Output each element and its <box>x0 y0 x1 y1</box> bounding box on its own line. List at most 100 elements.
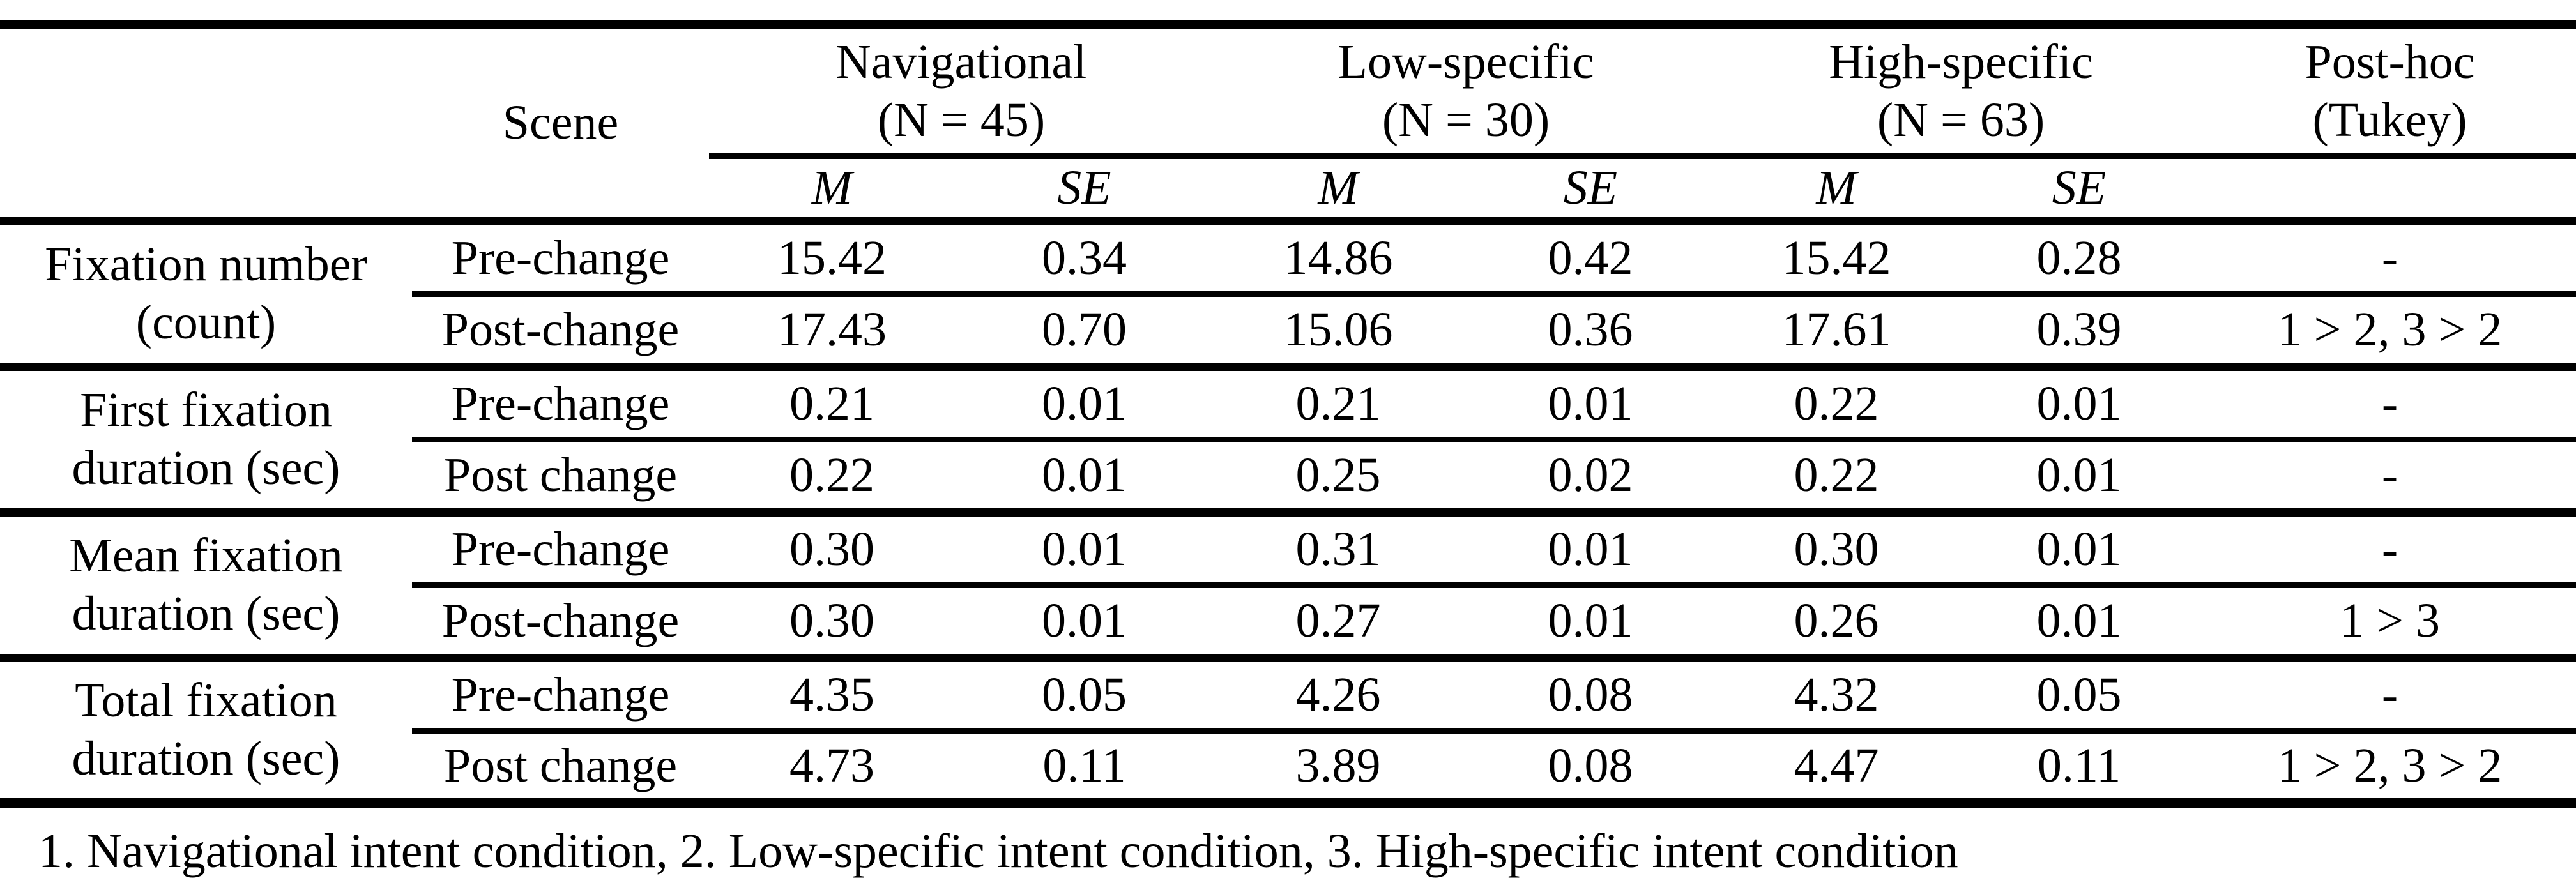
value-cell: 0.70 <box>955 294 1214 371</box>
table-row: Post change 0.22 0.01 0.25 0.02 0.22 0.0… <box>0 439 2576 517</box>
mean-header: M <box>1718 156 1955 225</box>
value-cell: 3.89 <box>1214 730 1463 809</box>
value-cell: 15.42 <box>709 221 955 297</box>
measure-label: Fixation number (count) <box>0 221 412 371</box>
scene-cell: Post-change <box>412 294 709 371</box>
value-cell: 0.11 <box>1955 730 2204 809</box>
posthoc-cell: - <box>2204 512 2576 588</box>
value-cell: 0.22 <box>1718 439 1955 517</box>
value-cell: 0.21 <box>709 367 955 442</box>
value-cell: 4.32 <box>1718 658 1955 734</box>
table-row: Total fixation duration (sec) Pre-change… <box>0 658 2576 809</box>
scene-cell: Pre-change <box>412 658 709 734</box>
value-cell: 0.01 <box>955 512 1214 588</box>
measure-label-line1: First fixation <box>80 383 332 437</box>
group-label: Low-specific <box>1338 34 1594 89</box>
group-n: (N = 45) <box>877 93 1046 147</box>
value-cell: 4.35 <box>709 658 955 734</box>
value-cell: 0.08 <box>1463 658 1719 734</box>
measure-label-line1: Mean fixation <box>69 529 343 582</box>
measure-label-line2: duration (sec) <box>72 441 340 495</box>
value-cell: 14.86 <box>1214 221 1463 297</box>
value-cell: 0.01 <box>1463 512 1719 588</box>
group-label: Navigational <box>835 34 1087 89</box>
value-cell: 0.01 <box>1955 585 2204 662</box>
table-row: Post-change 0.30 0.01 0.27 0.01 0.26 0.0… <box>0 585 2576 662</box>
posthoc-cell: 1 > 3 <box>2204 585 2576 662</box>
scene-cell: Post change <box>412 439 709 517</box>
table-row: First fixation duration (sec) Pre-change… <box>0 367 2576 517</box>
value-cell: 0.26 <box>1718 585 1955 662</box>
group-n: (N = 30) <box>1382 93 1550 147</box>
value-cell: 17.43 <box>709 294 955 371</box>
value-cell: 0.31 <box>1214 512 1463 588</box>
posthoc-cell: - <box>2204 221 2576 297</box>
scene-cell: Pre-change <box>412 367 709 442</box>
measure-label-line1: Fixation number <box>45 238 367 291</box>
scene-cell: Pre-change <box>412 512 709 588</box>
value-cell: 0.30 <box>1718 512 1955 588</box>
value-cell: 0.39 <box>1955 294 2204 371</box>
value-cell: 0.01 <box>955 439 1214 517</box>
value-cell: 0.11 <box>955 730 1214 809</box>
posthoc-header-cell: Post-hoc (Tukey) <box>2204 25 2576 159</box>
se-header: SE <box>1463 156 1719 225</box>
posthoc-cell: 1 > 2, 3 > 2 <box>2204 294 2576 371</box>
table-row: Post change 4.73 0.11 3.89 0.08 4.47 0.1… <box>0 730 2576 809</box>
results-table: Scene Navigational (N = 45) Low-specific… <box>0 20 2576 809</box>
value-cell: 0.30 <box>709 512 955 588</box>
posthoc-label: Post-hoc <box>2305 34 2475 89</box>
value-cell: 4.26 <box>1214 658 1463 734</box>
value-cell: 0.05 <box>955 658 1214 734</box>
group-header-navigational: Navigational (N = 45) <box>709 25 1214 159</box>
scene-cell: Post change <box>412 730 709 809</box>
value-cell: 0.08 <box>1463 730 1719 809</box>
value-cell: 4.47 <box>1718 730 1955 809</box>
value-cell: 15.06 <box>1214 294 1463 371</box>
measure-label-line2: duration (sec) <box>72 732 340 786</box>
value-cell: 0.22 <box>1718 367 1955 442</box>
posthoc-cell: - <box>2204 658 2576 734</box>
posthoc-cell: - <box>2204 367 2576 442</box>
posthoc-method: (Tukey) <box>2312 93 2467 147</box>
table-footnote: 1. Navigational intent condition, 2. Low… <box>38 824 1958 879</box>
mean-header: M <box>1214 156 1463 225</box>
table-row: Post-change 17.43 0.70 15.06 0.36 17.61 … <box>0 294 2576 371</box>
header-group-row: Scene Navigational (N = 45) Low-specific… <box>0 25 2576 225</box>
value-cell: 0.30 <box>709 585 955 662</box>
posthoc-header-empty <box>2204 156 2576 225</box>
value-cell: 0.01 <box>955 367 1214 442</box>
value-cell: 0.01 <box>1955 439 2204 517</box>
se-header: SE <box>1955 156 2204 225</box>
header-stat-row: M SE M SE M SE <box>0 156 2576 225</box>
measure-label-line2: duration (sec) <box>72 587 340 641</box>
group-n: (N = 63) <box>1877 93 2045 147</box>
group-header-high-specific: High-specific (N = 63) <box>1718 25 2204 159</box>
value-cell: 0.01 <box>955 585 1214 662</box>
value-cell: 0.05 <box>1955 658 2204 734</box>
scene-cell: Pre-change <box>412 221 709 297</box>
value-cell: 0.01 <box>1955 512 2204 588</box>
measure-label-line2: (count) <box>135 296 277 350</box>
value-cell: 0.01 <box>1463 367 1719 442</box>
measure-label: First fixation duration (sec) <box>0 367 412 517</box>
posthoc-cell: 1 > 2, 3 > 2 <box>2204 730 2576 809</box>
mean-header: M <box>709 156 955 225</box>
group-header-low-specific: Low-specific (N = 30) <box>1214 25 1719 159</box>
value-cell: 0.01 <box>1955 367 2204 442</box>
measure-label: Mean fixation duration (sec) <box>0 512 412 662</box>
value-cell: 0.36 <box>1463 294 1719 371</box>
value-cell: 0.34 <box>955 221 1214 297</box>
value-cell: 0.42 <box>1463 221 1719 297</box>
value-cell: 15.42 <box>1718 221 1955 297</box>
value-cell: 0.22 <box>709 439 955 517</box>
posthoc-cell: - <box>2204 439 2576 517</box>
value-cell: 4.73 <box>709 730 955 809</box>
value-cell: 0.21 <box>1214 367 1463 442</box>
value-cell: 17.61 <box>1718 294 1955 371</box>
value-cell: 0.25 <box>1214 439 1463 517</box>
table-row: Mean fixation duration (sec) Pre-change … <box>0 512 2576 662</box>
value-cell: 0.01 <box>1463 585 1719 662</box>
scene-cell: Post-change <box>412 585 709 662</box>
